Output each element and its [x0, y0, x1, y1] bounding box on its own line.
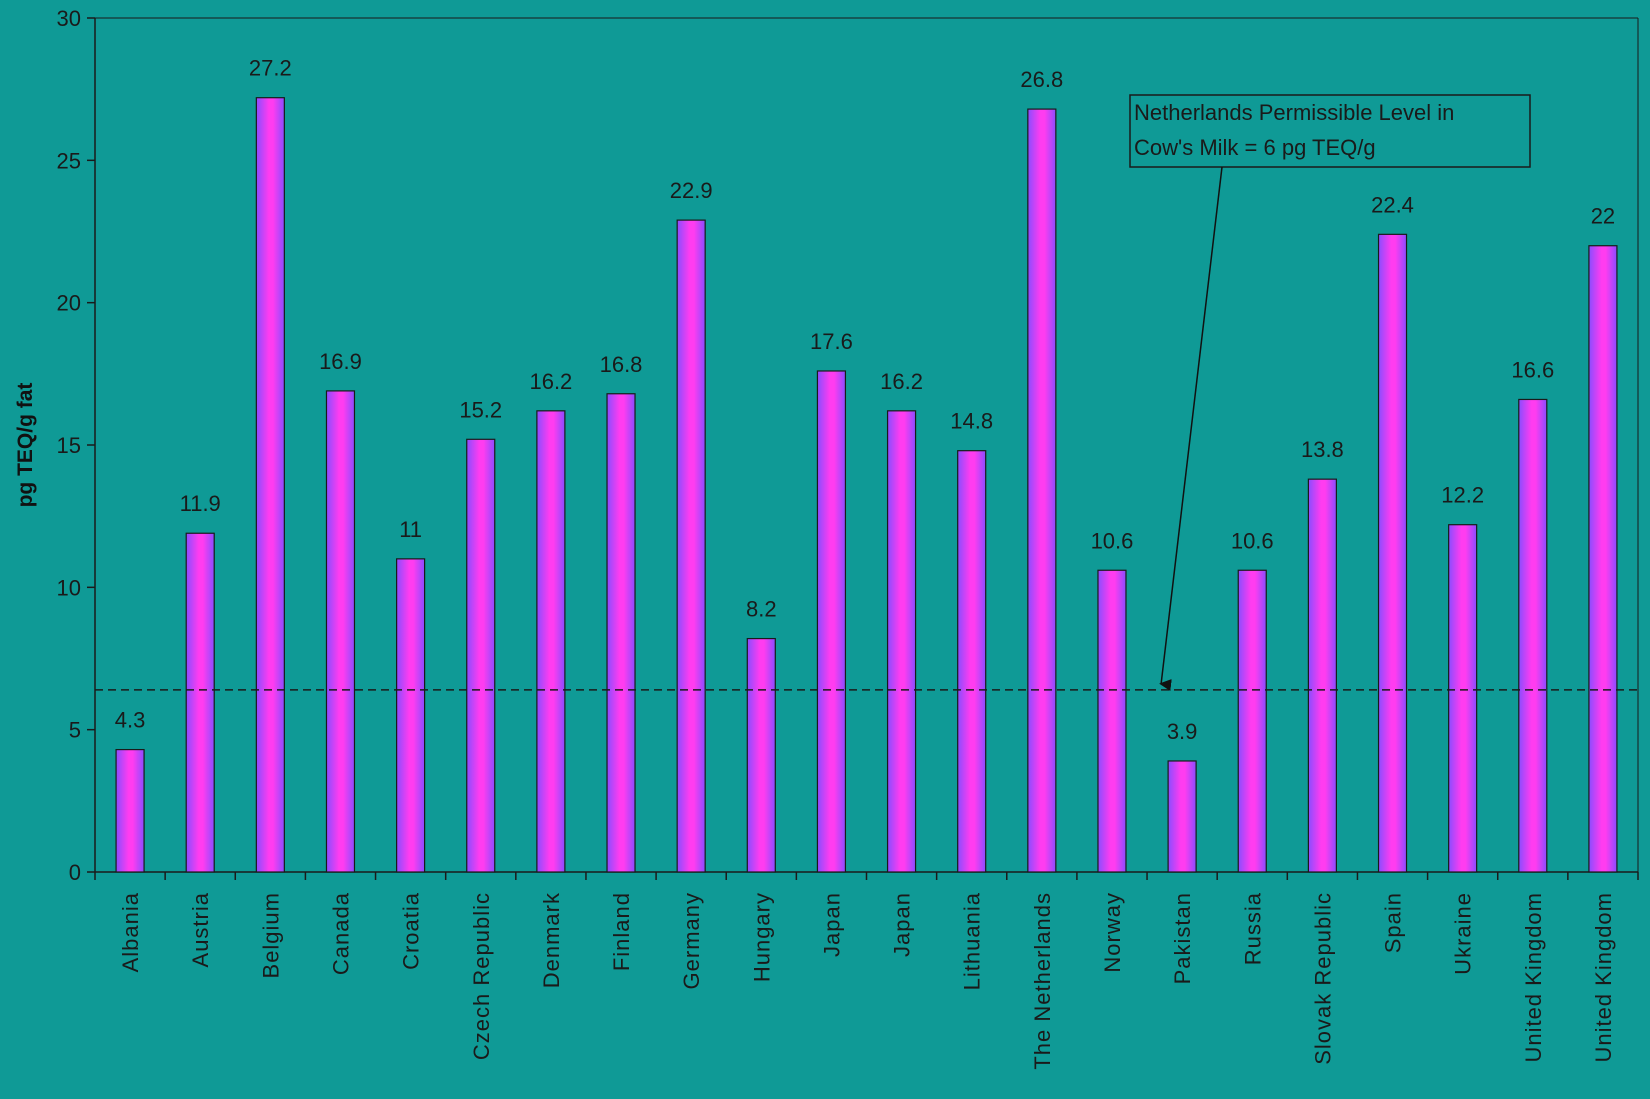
x-tick-label: Slovak Republic: [1310, 892, 1335, 1065]
bar: [1588, 245, 1618, 873]
x-tick-label: Austria: [188, 892, 213, 967]
value-labels: 4.3 11.9 27.2 16.9 11 15.2 16.2 16.8 22.9 8.2 17.6…: [115, 56, 1615, 744]
data-label: 13.8: [1301, 437, 1344, 462]
category-labels: Albania Austria Belgium Canada Croatia Czech …: [118, 892, 1616, 1070]
bar: [115, 748, 145, 873]
bar: [746, 637, 776, 873]
data-label: 26.8: [1020, 67, 1063, 92]
data-label: 16.2: [880, 369, 923, 394]
data-label: 15.2: [459, 397, 502, 422]
data-label: 22.4: [1371, 192, 1414, 217]
annotation: Netherlands Permissible Level in Cow's M…: [1129, 94, 1531, 691]
x-tick-label: Denmark: [539, 892, 564, 988]
bar: [1448, 524, 1478, 873]
data-label: 22: [1591, 204, 1615, 229]
y-axis-ticks: 0 5 10 15 20 25 30: [57, 6, 95, 885]
x-tick-label: Czech Republic: [469, 892, 494, 1060]
data-label: 16.9: [319, 349, 362, 374]
data-label: 11.9: [180, 491, 221, 516]
bar: [1518, 398, 1548, 873]
bar: [396, 558, 426, 873]
bar: [1307, 478, 1337, 873]
x-tick-label: Croatia: [399, 892, 424, 970]
y-axis-label: pg TEQ/g fat: [14, 383, 37, 508]
data-label: 4.3: [115, 708, 146, 733]
x-tick-label: Norway: [1100, 892, 1125, 973]
x-tick-label: Ukraine: [1451, 892, 1476, 975]
x-tick-label: Spain: [1381, 892, 1406, 953]
x-tick-label: Pakistan: [1170, 892, 1195, 984]
y-tick-label: 15: [57, 433, 81, 458]
x-axis-ticks: [94, 872, 1639, 880]
bar: [1237, 569, 1267, 873]
y-tick-label: 20: [57, 291, 81, 316]
data-label: 10.6: [1231, 528, 1274, 553]
x-tick-label: Lithuania: [960, 892, 985, 990]
bar: [536, 410, 566, 873]
annotation-line-1: Netherlands Permissible Level in: [1134, 100, 1454, 125]
data-label: 16.2: [529, 369, 572, 394]
x-tick-label: Hungary: [749, 892, 774, 982]
data-label: 17.6: [810, 329, 853, 354]
bar: [1377, 233, 1408, 873]
bar: [886, 410, 917, 873]
data-label: 14.8: [950, 409, 993, 434]
y-tick-label: 0: [69, 860, 81, 885]
bar: [466, 438, 496, 873]
data-label: 12.2: [1441, 483, 1484, 508]
bar: [606, 393, 636, 873]
x-tick-label: Japan: [819, 892, 844, 957]
x-tick-label: Russia: [1240, 892, 1265, 965]
y-tick-label: 30: [57, 6, 81, 31]
x-tick-label: United Kingdom: [1521, 892, 1546, 1063]
x-tick-label: Albania: [118, 892, 143, 972]
bar: [1027, 108, 1057, 873]
data-label: 3.9: [1167, 719, 1198, 744]
data-label: 16.6: [1511, 357, 1554, 382]
bar: [957, 450, 987, 873]
x-tick-label: Germany: [679, 892, 704, 989]
data-label: 22.9: [670, 178, 713, 203]
data-label: 27.2: [249, 56, 292, 81]
bar: [1097, 569, 1127, 873]
data-label: 11: [399, 517, 422, 542]
bar: [816, 370, 847, 873]
bar: [255, 97, 285, 873]
x-tick-label: United Kingdom: [1591, 892, 1616, 1063]
x-tick-label: Finland: [609, 892, 634, 971]
data-label: 10.6: [1091, 528, 1134, 553]
annotation-line-2: Cow's Milk = 6 pg TEQ/g: [1134, 135, 1376, 160]
data-label: 8.2: [746, 597, 777, 622]
bars: [115, 97, 1618, 873]
y-tick-label: 10: [57, 575, 81, 600]
annotation-box: [1129, 94, 1531, 168]
y-tick-label: 25: [57, 148, 81, 173]
bar: [325, 390, 356, 873]
x-tick-label: Canada: [328, 892, 353, 975]
x-tick-label: Japan: [890, 892, 915, 957]
bar: [676, 219, 706, 873]
y-tick-label: 5: [69, 718, 81, 743]
x-tick-label: The Netherlands: [1030, 892, 1055, 1070]
bar: [185, 532, 215, 873]
bar: [1167, 760, 1197, 873]
annotation-arrow: [1159, 166, 1223, 691]
data-label: 16.8: [600, 352, 643, 377]
x-tick-label: Belgium: [258, 892, 283, 978]
